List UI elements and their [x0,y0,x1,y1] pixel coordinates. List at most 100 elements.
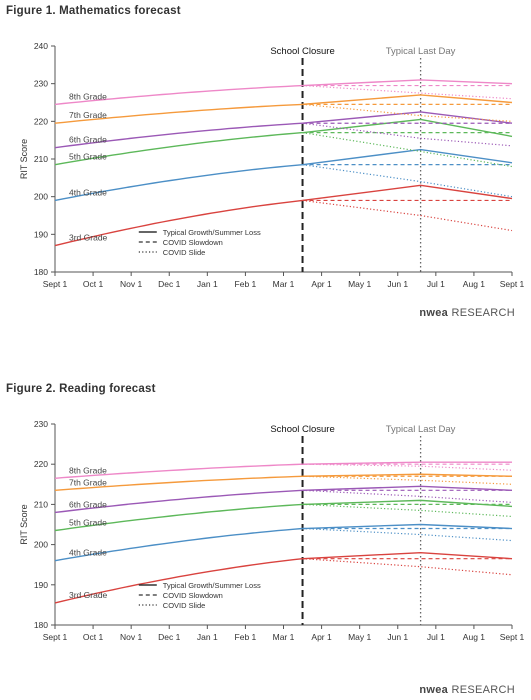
grade-label: 3rd Grade [69,233,108,243]
y-tick-label: 200 [34,540,48,550]
y-tick-label: 190 [34,580,48,590]
legend-label: COVID Slide [163,248,206,257]
x-tick-label: Jun 1 [387,632,408,642]
y-tick-label: 240 [34,41,48,51]
legend-label: COVID Slowdown [163,238,223,247]
x-tick-label: Jul 1 [427,632,445,642]
covid-slide-line [302,463,513,471]
x-tick-label: Mar 1 [273,632,295,642]
math-forecast-chart: 180 190 200 210 220 230 240 Sept 1 Oct 1 Nov 1 Dec… [19,41,525,289]
x-tick-label: Dec 1 [158,632,180,642]
figure1-title: Figure 1. Mathematics forecast [6,5,181,17]
covid-slide-line [302,558,513,576]
reading-forecast-chart: 180 190 200 210 220 230 Sept 1 Oct 1 Nov 1 Dec 1 J… [19,419,525,642]
x-tick-label: Nov 1 [120,632,142,642]
x-tick-label: Apr 1 [311,632,332,642]
y-axis-label: RIT Score [19,139,29,179]
legend-label: Typical Growth/Summer Loss [163,228,261,237]
school-closure-label: School Closure [270,46,334,57]
series-line-7th-grade [54,103,303,124]
covid-slide-line [302,132,513,168]
x-tick-label: Jul 1 [427,279,445,289]
x-tick-label: Sept 1 [43,279,68,289]
y-tick-label: 220 [34,459,48,469]
covid-slide-line [302,164,513,198]
x-tick-label: Jan 1 [197,632,218,642]
typical-growth-line [302,485,513,492]
typical-growth-line [302,184,513,202]
series-line-3rd-grade [54,558,303,604]
covid-slide-line [302,199,513,232]
series-line-8th-grade [54,463,303,479]
x-tick-label: Dec 1 [158,279,180,289]
x-tick-label: Oct 1 [83,279,104,289]
series-line-4th-grade [54,164,303,202]
y-tick-label: 210 [34,154,48,164]
x-tick-label: Sept 1 [43,632,68,642]
series-line-8th-grade [54,84,303,106]
series-line-4th-grade [54,527,303,562]
series-line-5th-grade [54,131,303,166]
y-tick-label: 190 [34,229,48,239]
x-tick-label: Nov 1 [120,279,142,289]
x-tick-label: Oct 1 [83,632,104,642]
grade-label: 8th Grade [69,465,107,475]
logo-brand-2: nwea [419,684,449,696]
typical-growth-line [302,461,512,465]
y-tick-label: 220 [34,116,48,126]
figure2-title: Figure 2. Reading forecast [6,383,156,395]
typical-growth-line [302,79,513,87]
typical-growth-line [302,473,513,477]
grade-label: 5th Grade [69,152,107,162]
typical-growth-line [302,94,513,106]
x-tick-label: Jun 1 [387,279,408,289]
grade-label: 3rd Grade [69,590,108,600]
covid-slide-line [302,503,513,518]
x-tick-label: Sept 1 [500,632,525,642]
typical-last-day-label: Typical Last Day [386,424,456,435]
logo-suffix-2: RESEARCH [451,684,515,696]
x-tick-label: Mar 1 [273,279,295,289]
x-tick-label: May 1 [348,632,371,642]
series-line-5th-grade [54,503,303,532]
y-tick-label: 230 [34,419,48,429]
grade-label: 6th Grade [69,135,107,145]
y-axis-label: RIT Score [19,504,29,544]
nwea-research-logo: nwea RESEARCH [419,307,515,319]
x-tick-label: Apr 1 [311,279,332,289]
y-tick-label: 230 [34,79,48,89]
series-line-6th-grade [54,489,303,514]
typical-growth-line [302,523,513,530]
y-tick-label: 210 [34,499,48,509]
logo-suffix: RESEARCH [451,307,515,319]
x-tick-label: Aug 1 [463,279,485,289]
grade-label: 6th Grade [69,499,107,509]
x-tick-label: Aug 1 [463,632,485,642]
typical-growth-line [302,118,513,138]
x-tick-label: May 1 [348,279,371,289]
covid-slide-line [302,475,513,485]
x-tick-label: Feb 1 [235,279,257,289]
x-tick-label: Sept 1 [500,279,525,289]
x-tick-label: Feb 1 [235,632,257,642]
covid-slide-line [302,84,513,100]
y-tick-label: 200 [34,192,48,202]
grade-label: 8th Grade [69,91,107,101]
grade-label: 4th Grade [69,187,107,197]
typical-growth-line [302,148,513,166]
legend-label: Typical Growth/Summer Loss [163,581,261,590]
legend-label: COVID Slowdown [163,591,223,600]
nwea-research-logo-2: nwea RESEARCH [419,684,515,696]
typical-growth-line [302,551,513,560]
x-tick-label: Jan 1 [197,279,218,289]
grade-label: 7th Grade [69,477,107,487]
school-closure-label: School Closure [270,424,334,435]
series-line-6th-grade [54,122,303,149]
typical-growth-line [302,111,513,124]
legend-label: COVID Slide [163,601,206,610]
covid-slide-line [302,122,513,147]
grade-label: 7th Grade [69,110,107,120]
y-tick-label: 180 [34,267,48,277]
typical-last-day-label: Typical Last Day [386,46,456,57]
y-tick-label: 180 [34,620,48,630]
